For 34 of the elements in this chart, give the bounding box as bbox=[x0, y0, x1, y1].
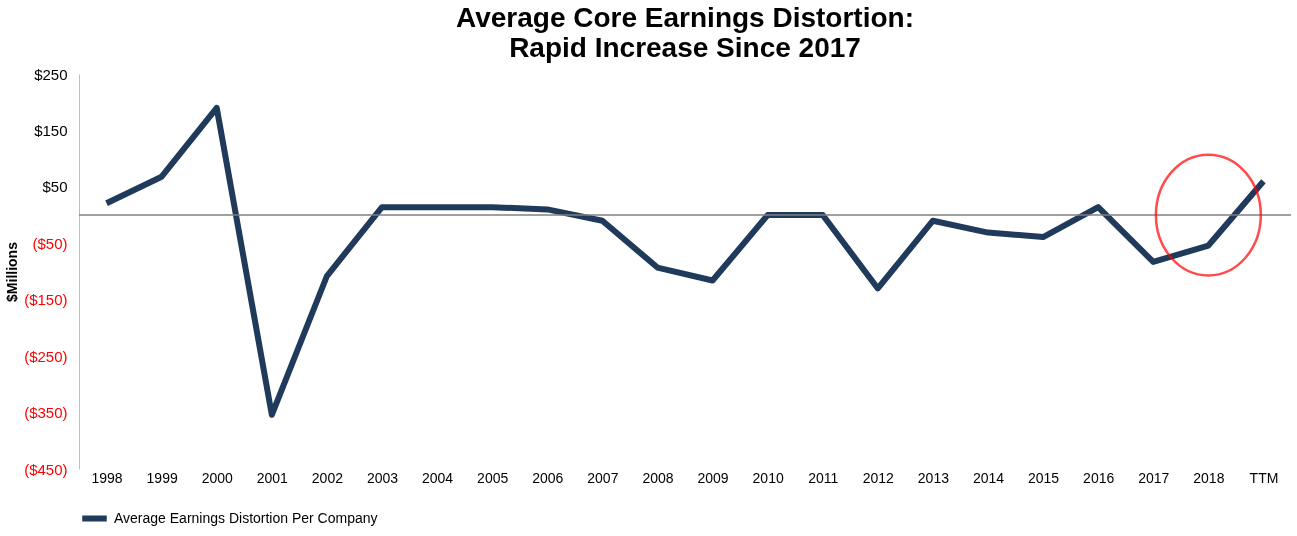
y-tick-label: ($150) bbox=[24, 291, 68, 309]
x-tick-label: 2007 bbox=[587, 469, 619, 486]
text: Average Core Earnings Distortion: bbox=[456, 2, 914, 33]
x-tick-label: 2009 bbox=[697, 469, 729, 486]
x-tick-label: 2000 bbox=[201, 469, 234, 486]
y-tick-label: $250 bbox=[34, 65, 68, 83]
text: Rapid Increase Since 2017 bbox=[509, 32, 861, 63]
x-tick-label: 2010 bbox=[752, 469, 784, 486]
x-tick-label: 2012 bbox=[862, 469, 895, 486]
x-tick-label: 2011 bbox=[808, 469, 839, 486]
x-tick-label: 2008 bbox=[642, 469, 674, 486]
x-tick-label: 2003 bbox=[366, 469, 399, 486]
y-tick-label: ($450) bbox=[24, 460, 68, 478]
x-tick-label: 2016 bbox=[1083, 469, 1115, 486]
x-tick-label: 2001 bbox=[256, 469, 289, 486]
legend-label: Average Earnings Distortion Per Company bbox=[114, 509, 378, 526]
x-tick-label: 2018 bbox=[1193, 469, 1225, 486]
x-tick-label: 1998 bbox=[91, 469, 123, 486]
x-tick-label: 2006 bbox=[532, 469, 564, 486]
y-axis-title: $Millions bbox=[4, 241, 21, 302]
x-tick-label: 2002 bbox=[311, 469, 344, 486]
x-tick-label: 2014 bbox=[972, 469, 1005, 486]
y-tick-label: $150 bbox=[34, 121, 68, 139]
x-tick-label: 2013 bbox=[917, 469, 950, 486]
x-tick-label: 1999 bbox=[146, 469, 178, 486]
x-tick-label: 2015 bbox=[1028, 469, 1060, 486]
y-tick-label: $50 bbox=[42, 178, 68, 196]
x-tick-label: 2004 bbox=[422, 469, 454, 486]
y-tick-label: ($50) bbox=[32, 234, 68, 252]
x-tick-label: TTM bbox=[1249, 469, 1279, 486]
y-tick-label: ($350) bbox=[24, 404, 68, 422]
y-tick-label: ($250) bbox=[24, 347, 68, 365]
x-tick-label: 2005 bbox=[477, 469, 509, 486]
x-tick-label: 2017 bbox=[1138, 469, 1170, 486]
